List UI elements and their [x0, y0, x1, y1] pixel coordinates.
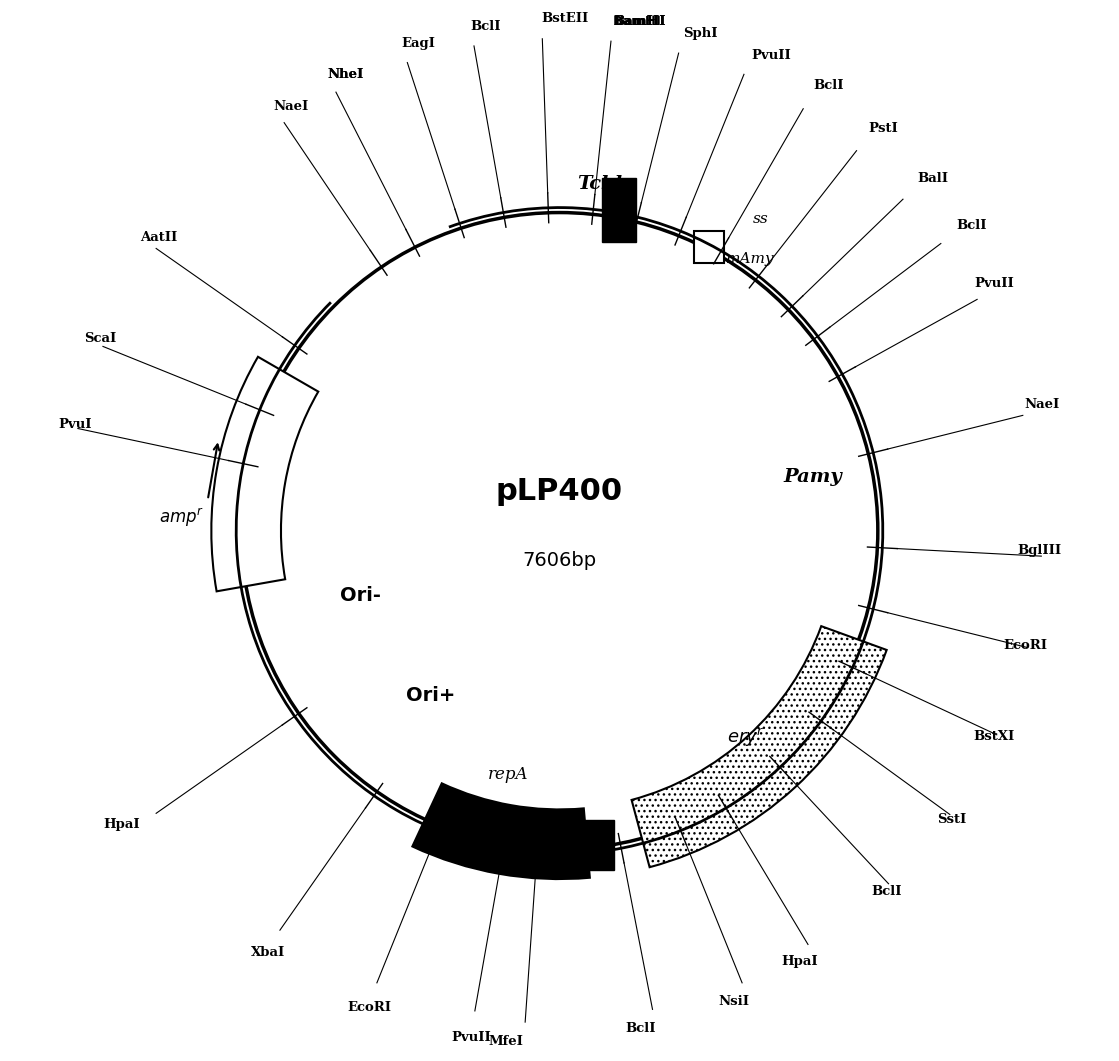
Text: PstI: PstI — [868, 122, 899, 135]
Text: repA: repA — [488, 766, 528, 783]
Text: BstXI: BstXI — [974, 730, 1015, 743]
Text: $amp^r$: $amp^r$ — [159, 506, 205, 529]
Text: NsiI: NsiI — [718, 995, 750, 1008]
Text: BamHI: BamHI — [613, 15, 662, 28]
Text: Ori+: Ori+ — [406, 686, 455, 705]
Wedge shape — [413, 783, 590, 880]
Text: NaeI: NaeI — [1025, 398, 1060, 411]
Text: BalI: BalI — [918, 172, 948, 186]
Text: NheI: NheI — [327, 68, 364, 81]
Text: PvuII: PvuII — [452, 1030, 491, 1044]
Text: PvuII: PvuII — [975, 277, 1015, 290]
Text: NheI: NheI — [327, 68, 364, 81]
Text: HpaI: HpaI — [103, 818, 140, 831]
Text: EcoRI: EcoRI — [347, 1002, 392, 1014]
Text: SstI: SstI — [937, 813, 966, 827]
Wedge shape — [211, 356, 318, 591]
Text: BstEII: BstEII — [542, 13, 589, 25]
Text: XbaI: XbaI — [252, 946, 285, 959]
Text: BclI: BclI — [626, 1023, 657, 1036]
Text: SphI: SphI — [684, 28, 718, 40]
Text: PvuI: PvuI — [58, 418, 92, 431]
Text: 7606bp: 7606bp — [523, 552, 596, 570]
Bar — [574, 820, 614, 870]
Text: EcoRI: EcoRI — [1003, 640, 1047, 653]
Text: PvuII: PvuII — [752, 50, 791, 63]
Text: $ery^r$: $ery^r$ — [727, 727, 764, 749]
Text: EagI: EagI — [402, 37, 435, 50]
Text: BclI: BclI — [957, 219, 987, 231]
Text: AatII: AatII — [140, 230, 177, 244]
Wedge shape — [631, 626, 886, 867]
Text: BclI: BclI — [470, 20, 501, 33]
Text: BglIII: BglIII — [1017, 544, 1061, 557]
Bar — [694, 230, 724, 263]
Text: BclI: BclI — [814, 79, 844, 91]
Text: ss: ss — [753, 212, 769, 226]
Text: HpaI: HpaI — [781, 955, 818, 968]
Text: BamHI: BamHI — [613, 15, 666, 28]
Text: BclI: BclI — [872, 885, 902, 899]
Text: mAmy: mAmy — [726, 253, 775, 266]
Text: BamHI: BamHI — [613, 15, 666, 28]
Text: Ori-: Ori- — [340, 586, 382, 605]
Text: pLP400: pLP400 — [496, 476, 623, 506]
Text: Pamy: Pamy — [783, 468, 841, 486]
Text: Tcbh: Tcbh — [577, 175, 629, 193]
Text: MfeI: MfeI — [489, 1036, 524, 1048]
Text: NaeI: NaeI — [273, 100, 308, 112]
Text: ScaI: ScaI — [85, 332, 116, 346]
Bar — [602, 178, 637, 242]
